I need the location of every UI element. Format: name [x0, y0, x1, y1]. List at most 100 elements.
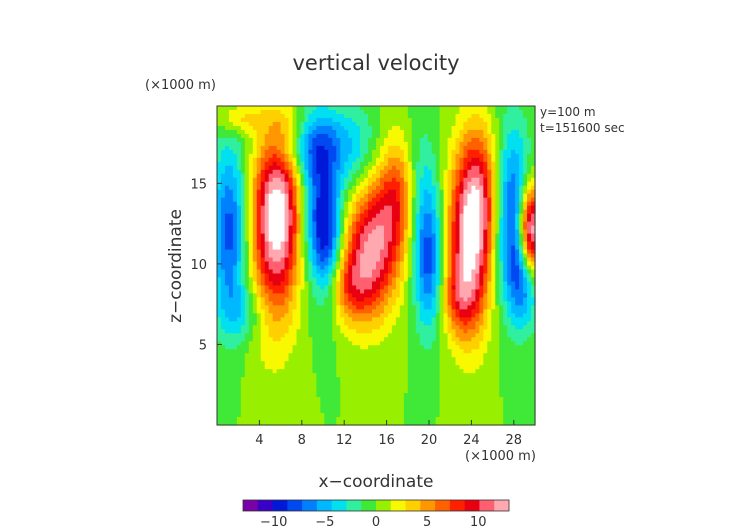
heatmap-cell: [296, 301, 302, 306]
heatmap-cell: [511, 181, 516, 187]
heatmap-cell: [320, 245, 325, 251]
heatmap-cell: [276, 265, 282, 271]
heatmap-cell: [296, 289, 302, 295]
heatmap-cell: [296, 181, 302, 187]
heatmap-cell: [268, 173, 274, 179]
heatmap-cell: [403, 337, 409, 342]
heatmap-cell: [487, 117, 492, 123]
heatmap-cell: [292, 141, 298, 147]
heatmap-cell: [391, 289, 397, 295]
heatmap-cell: [527, 313, 532, 318]
heatmap-cell: [300, 317, 306, 322]
heatmap-cell: [332, 301, 337, 306]
heatmap-cell: [411, 113, 417, 119]
heatmap-cell: [296, 341, 302, 346]
heatmap-cell: [228, 117, 234, 123]
heatmap-cell: [471, 157, 476, 163]
heatmap-cell: [308, 305, 314, 310]
heatmap-cell: [379, 193, 385, 199]
heatmap-cell: [360, 197, 365, 203]
heatmap-cell: [328, 345, 333, 350]
heatmap-cell: [272, 157, 278, 163]
heatmap-cell: [515, 153, 520, 159]
heatmap-cell: [427, 161, 433, 167]
heatmap-cell: [360, 217, 365, 223]
heatmap-cell: [332, 293, 337, 298]
heatmap-cell: [252, 329, 258, 334]
heatmap-cell: [232, 297, 238, 302]
heatmap-cell: [217, 117, 222, 123]
heatmap-cell: [272, 137, 278, 143]
heatmap-cell: [224, 157, 230, 163]
heatmap-cell: [332, 257, 337, 263]
heatmap-cell: [260, 301, 266, 306]
heatmap-cell: [503, 201, 508, 207]
heatmap-cell: [483, 273, 488, 279]
heatmap-cell: [352, 333, 357, 338]
heatmap-cell: [483, 205, 488, 211]
heatmap-cell: [487, 225, 492, 231]
heatmap-cell: [348, 341, 353, 346]
heatmap-cell: [531, 281, 536, 287]
heatmap-cell: [423, 329, 429, 334]
heatmap-cell: [431, 161, 437, 167]
heatmap-cell: [387, 106, 393, 111]
heatmap-cell: [328, 173, 333, 179]
heatmap-cell: [332, 221, 337, 227]
heatmap-cell: [276, 281, 282, 287]
heatmap-cell: [475, 293, 480, 298]
heatmap-cell: [511, 269, 516, 275]
heatmap-cell: [220, 305, 226, 310]
heatmap-cell: [236, 165, 242, 171]
heatmap-cell: [344, 121, 349, 127]
heatmap-cell: [292, 225, 298, 231]
heatmap-cell: [308, 317, 314, 322]
heatmap-cell: [220, 197, 226, 203]
heatmap-cell: [308, 293, 314, 298]
heatmap-cell: [272, 193, 278, 199]
heatmap-cell: [260, 325, 266, 330]
heatmap-cell: [463, 305, 469, 310]
heatmap-cell: [240, 193, 246, 199]
heatmap-cell: [252, 285, 258, 291]
heatmap-cell: [308, 241, 314, 247]
heatmap-cell: [352, 325, 357, 330]
heatmap-cell: [403, 169, 409, 175]
heatmap-cell: [232, 321, 238, 326]
heatmap-cell: [407, 273, 413, 279]
heatmap-cell: [308, 141, 314, 147]
heatmap-cell: [415, 121, 421, 127]
heatmap-cell: [360, 205, 365, 211]
heatmap-cell: [360, 289, 365, 295]
heatmap-cell: [507, 205, 512, 211]
heatmap-cell: [300, 213, 306, 219]
heatmap-cell: [411, 341, 417, 346]
heatmap-cell: [244, 253, 250, 259]
heatmap-cell: [427, 133, 433, 139]
heatmap-cell: [407, 257, 413, 263]
heatmap-cell: [431, 325, 437, 330]
heatmap-cell: [427, 221, 433, 227]
heatmap-cell: [304, 353, 310, 358]
heatmap-cell: [320, 285, 325, 291]
heatmap-cell: [455, 109, 461, 115]
heatmap-cell: [451, 217, 457, 223]
heatmap-cell: [427, 213, 433, 219]
heatmap-cell: [224, 245, 230, 251]
heatmap-cell: [280, 193, 286, 199]
heatmap-cell: [499, 257, 504, 263]
heatmap-cell: [276, 217, 282, 223]
heatmap-cell: [372, 153, 377, 159]
heatmap-cell: [356, 173, 361, 179]
heatmap-cell: [324, 301, 329, 306]
heatmap-cell: [467, 321, 473, 326]
heatmap-cell: [244, 257, 250, 263]
heatmap-cell: [292, 137, 298, 143]
heatmap-cell: [487, 129, 492, 135]
heatmap-cell: [447, 241, 453, 247]
heatmap-cell: [236, 193, 242, 199]
heatmap-cell: [356, 201, 361, 207]
heatmap-cell: [499, 293, 504, 298]
heatmap-cell: [364, 233, 369, 239]
heatmap-cell: [399, 309, 405, 314]
